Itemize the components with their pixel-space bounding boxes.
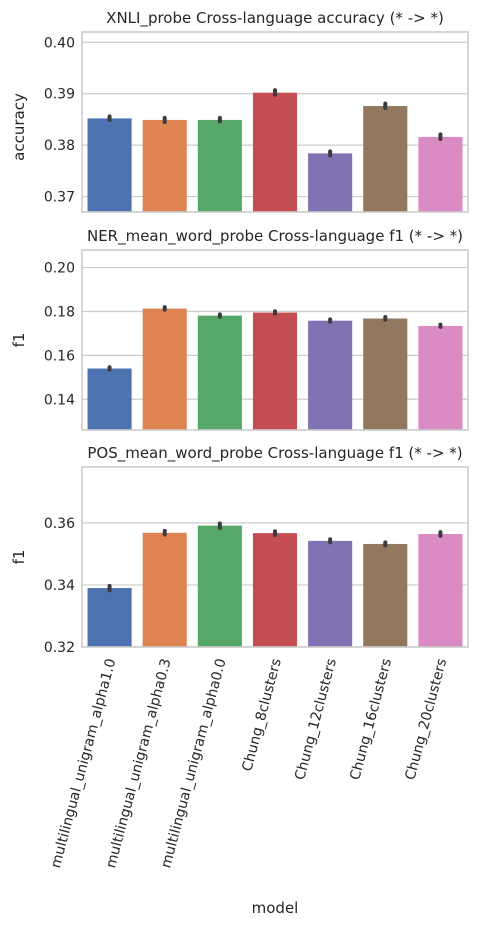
- y-tick-label: 0.40: [44, 35, 75, 51]
- bar: [142, 532, 187, 647]
- x-tick-label: multilingual_unigram_alpha0.3: [103, 657, 174, 870]
- y-axis-label: accuracy: [10, 93, 28, 161]
- bar: [252, 312, 298, 430]
- bar: [197, 119, 242, 212]
- x-tick-label: Chung_12clusters: [292, 657, 340, 782]
- bar: [142, 119, 187, 212]
- chart-title: POS_mean_word_probe Cross-language f1 (*…: [87, 444, 462, 463]
- y-tick-label: 0.18: [44, 304, 75, 320]
- y-tick-label: 0.32: [44, 640, 75, 656]
- x-tick-label: multilingual_unigram_alpha0.0: [158, 657, 229, 870]
- y-axis-label: f1: [10, 333, 28, 348]
- y-axis-label: f1: [10, 550, 28, 565]
- bar: [308, 153, 353, 212]
- x-tick-label: multilingual_unigram_alpha1.0: [48, 657, 119, 870]
- bar: [418, 136, 463, 212]
- panel-pos: POS_mean_word_probe Cross-language f1 (*…: [10, 444, 469, 656]
- y-tick-label: 0.39: [44, 87, 75, 103]
- bar: [363, 318, 408, 430]
- x-tick-label: Chung_16clusters: [347, 657, 395, 782]
- bar: [142, 308, 187, 430]
- y-tick-label: 0.36: [44, 516, 75, 532]
- axes-frame: [81, 466, 469, 648]
- chart-title: XNLI_probe Cross-language accuracy (* ->…: [106, 9, 444, 28]
- y-tick-label: 0.16: [44, 348, 75, 364]
- bar: [308, 320, 353, 430]
- x-tick-label: Chung_8clusters: [239, 657, 285, 773]
- bar: [252, 92, 298, 212]
- axes-frame: [81, 249, 469, 431]
- bar: [197, 315, 242, 430]
- bar: [363, 106, 408, 212]
- bar: [363, 543, 408, 647]
- y-tick-label: 0.38: [44, 138, 75, 154]
- y-tick-label: 0.34: [44, 578, 75, 594]
- bar: [87, 118, 132, 212]
- bar: [87, 588, 132, 647]
- x-axis-label: model: [252, 899, 299, 917]
- bar: [418, 534, 463, 647]
- x-tick-labels: multilingual_unigram_alpha1.0multilingua…: [48, 657, 450, 870]
- x-tick-label: Chung_20clusters: [402, 657, 450, 782]
- chart-title: NER_mean_word_probe Cross-language f1 (*…: [87, 227, 463, 246]
- plot-area: 0.14 0.16 0.18 0.20: [44, 249, 469, 431]
- bar: [197, 525, 242, 647]
- bar: [308, 540, 353, 647]
- plot-area: 0.32 0.34 0.36: [44, 466, 469, 656]
- bar: [252, 533, 298, 647]
- bar: [87, 368, 132, 430]
- axes-frame: [81, 31, 469, 213]
- bar: [418, 325, 463, 430]
- panel-xnli: XNLI_probe Cross-language accuracy (* ->…: [10, 9, 469, 213]
- panel-ner: NER_mean_word_probe Cross-language f1 (*…: [10, 227, 469, 431]
- y-tick-label: 0.37: [44, 190, 75, 206]
- y-tick-label: 0.20: [44, 261, 75, 277]
- y-tick-label: 0.14: [44, 392, 75, 408]
- plot-area: 0.37 0.38 0.39 0.40: [44, 31, 469, 213]
